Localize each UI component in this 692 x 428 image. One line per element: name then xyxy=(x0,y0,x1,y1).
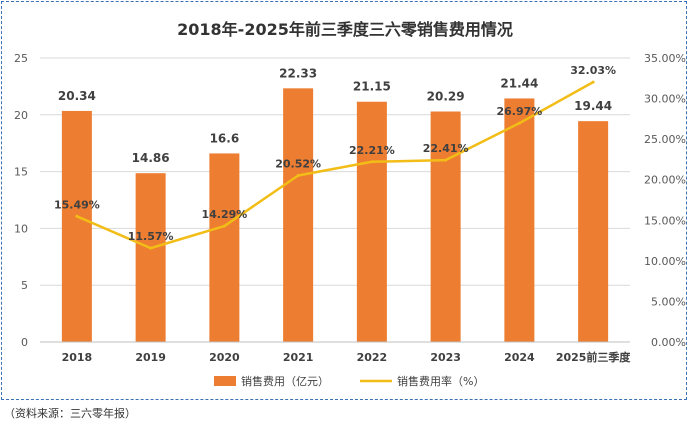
x-tick-label: 2024 xyxy=(504,351,535,364)
y-right-tick-label: 0.00% xyxy=(651,336,686,349)
bar-value-label: 16.6 xyxy=(210,131,240,145)
line-point xyxy=(591,80,595,84)
bar-value-label: 20.34 xyxy=(58,89,96,103)
legend: 销售费用（亿元） 销售费用率（%） xyxy=(214,374,484,388)
line-value-label: 32.03% xyxy=(570,64,616,77)
bar-value-label: 20.29 xyxy=(427,90,465,104)
x-tick-label: 2020 xyxy=(209,351,240,364)
y-left-tick-label: 25 xyxy=(14,52,28,65)
x-tick-label: 2019 xyxy=(135,351,166,364)
y-left-tick-label: 0 xyxy=(21,336,28,349)
line-point xyxy=(517,121,521,125)
line-value-label: 11.57% xyxy=(128,230,174,243)
line-value-label: 14.29% xyxy=(201,208,247,221)
bar-value-label: 14.86 xyxy=(132,151,170,165)
bar-value-label: 21.15 xyxy=(353,80,391,94)
y-right-tick-label: 5.00% xyxy=(651,295,686,308)
line-value-label: 22.41% xyxy=(423,142,469,155)
bar xyxy=(578,121,609,343)
line-value-label: 22.21% xyxy=(349,144,395,157)
x-tick-label: 2025前三季度 xyxy=(556,350,632,364)
line-point xyxy=(75,214,79,218)
x-tick-label: 2021 xyxy=(283,351,314,364)
bar-value-label: 21.44 xyxy=(500,76,538,90)
y-right-tick-label: 35.00% xyxy=(644,52,686,65)
bar xyxy=(135,173,166,342)
line-value-label: 26.97% xyxy=(496,105,542,118)
line-series xyxy=(75,80,595,250)
data-labels: 20.34 14.86 16.6 22.33 21.15 20.29 21.44 19.44 1… xyxy=(54,64,616,243)
line-point xyxy=(222,224,226,228)
x-tick-label: 2023 xyxy=(430,351,461,364)
legend-bar-swatch xyxy=(214,376,236,386)
bar-series xyxy=(61,88,609,343)
y-right-tick-label: 25.00% xyxy=(644,133,686,146)
bar-value-label: 19.44 xyxy=(574,99,612,113)
bar xyxy=(61,110,92,343)
x-axis: 2018 2019 2020 2021 2022 2023 2024 2025前三季度 xyxy=(40,341,632,364)
bar-value-label: 22.33 xyxy=(279,66,317,80)
legend-line-label: 销售费用率（%） xyxy=(397,374,484,388)
y-right-tick-label: 15.00% xyxy=(644,214,686,227)
gridlines xyxy=(40,57,630,343)
line-point xyxy=(370,160,374,164)
y-right-tick-label: 30.00% xyxy=(644,93,686,106)
bar xyxy=(504,98,535,343)
source-note: （资料来源：三六零年报） xyxy=(4,407,136,420)
line-point xyxy=(296,173,300,177)
chart-title: 2018年-2025年前三季度三六零销售费用情况 xyxy=(177,20,513,39)
y-left-tick-label: 15 xyxy=(14,166,28,179)
right-axis: 0.00% 5.00% 10.00% 15.00% 20.00% 25.00% 30.00%… xyxy=(644,52,686,349)
chart: 2018年-2025年前三季度三六零销售费用情况 0 5 10 15 20 25 0.00… xyxy=(14,20,686,388)
chart-frame: 2018年-2025年前三季度三六零销售费用情况 0 5 10 15 20 25 0.00… xyxy=(1,1,687,400)
line-path xyxy=(76,81,594,250)
x-tick-label: 2022 xyxy=(357,351,388,364)
bar xyxy=(283,88,314,342)
line-point xyxy=(444,158,448,162)
bar xyxy=(356,101,387,343)
y-left-tick-label: 10 xyxy=(14,222,28,235)
bar xyxy=(430,111,461,342)
y-left-tick-label: 5 xyxy=(21,279,28,292)
left-axis: 0 5 10 15 20 25 xyxy=(14,52,28,349)
x-tick-label: 2018 xyxy=(62,351,93,364)
y-right-tick-label: 20.00% xyxy=(644,174,686,187)
line-value-label: 20.52% xyxy=(275,157,321,170)
y-left-tick-label: 20 xyxy=(14,109,28,122)
bar xyxy=(209,153,240,342)
line-value-label: 15.49% xyxy=(54,198,100,211)
line-point xyxy=(149,246,153,250)
legend-bar-label: 销售费用（亿元） xyxy=(241,374,329,388)
y-right-tick-label: 10.00% xyxy=(644,255,686,268)
